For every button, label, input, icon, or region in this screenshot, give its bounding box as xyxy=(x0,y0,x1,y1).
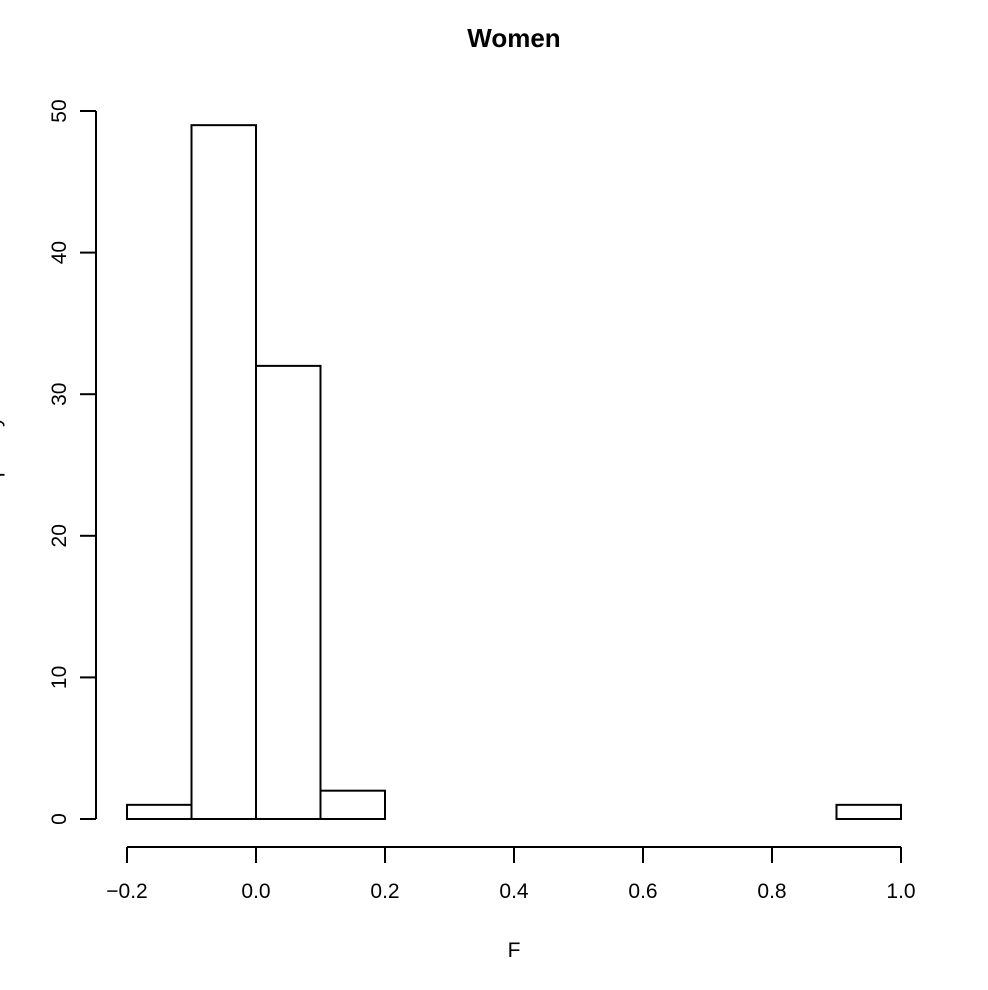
histogram-bar-1 xyxy=(190,124,257,821)
x-axis-label: F xyxy=(508,939,521,962)
histogram-bar-11 xyxy=(835,803,902,821)
histogram-bar-0 xyxy=(126,803,193,821)
x-tick-label: 0.8 xyxy=(757,880,786,903)
y-axis-label: Frequency xyxy=(0,416,5,516)
bars xyxy=(126,124,902,821)
x-tick-label: 0.2 xyxy=(370,880,399,903)
chart-title: Women xyxy=(467,23,560,53)
histogram-bar-3 xyxy=(319,789,386,820)
y-tick-label: 30 xyxy=(48,383,71,406)
y-tick-label: 10 xyxy=(48,666,71,689)
y-tick-label: 20 xyxy=(48,524,71,547)
x-tick-label: 0.0 xyxy=(241,880,270,903)
y-tick-label: 50 xyxy=(48,99,71,122)
x-tick-label: 1.0 xyxy=(886,880,915,903)
y-tick-label: 0 xyxy=(48,813,71,825)
y-axis: 0 10 20 30 40 50 xyxy=(48,99,97,825)
histogram-bar-2 xyxy=(255,364,322,820)
x-tick-label: 0.4 xyxy=(499,880,529,903)
x-axis: −0.2 0.0 0.2 0.4 0.6 0.8 1.0 xyxy=(106,846,916,903)
x-tick-label: 0.6 xyxy=(628,880,657,903)
y-tick-label: 40 xyxy=(48,241,71,264)
x-tick-label: −0.2 xyxy=(106,880,147,903)
